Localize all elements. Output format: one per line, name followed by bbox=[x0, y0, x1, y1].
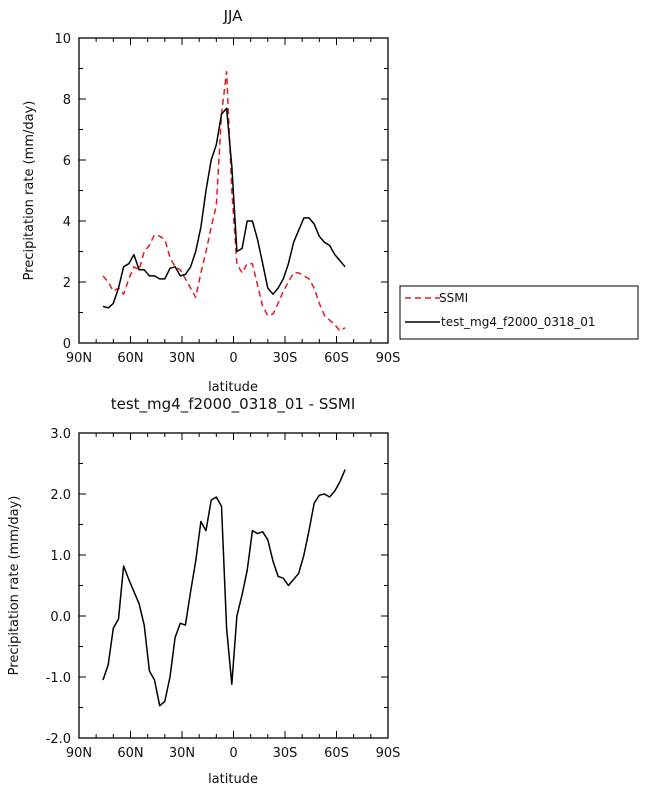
chart-panel-bottom: test_mg4_f2000_0318_01 - SSMI 90N 60N 30N 0… bbox=[7, 395, 400, 787]
x-tick-label: 30S bbox=[273, 746, 298, 761]
series-group-top bbox=[102, 70, 346, 332]
y-axis-title-bottom: Precipitation rate (mm/day) bbox=[7, 496, 22, 676]
series-line-1-0 bbox=[102, 469, 346, 707]
chart-title-bottom: test_mg4_f2000_0318_01 - SSMI bbox=[111, 395, 356, 414]
x-axis-title-bottom: latitude bbox=[208, 772, 258, 787]
axis-ticks-bottom: 90N 60N 30N 0 30S 60S 90S -2.0 -1.0 0.0 1.0 2.0 3.0 bbox=[46, 427, 401, 761]
x-tick-label: 60N bbox=[117, 351, 143, 366]
x-tick-label: 30S bbox=[273, 351, 298, 366]
legend-label-model: test_mg4_f2000_0318_01 bbox=[441, 315, 596, 329]
y-tick-label: -2.0 bbox=[46, 732, 71, 747]
y-tick-label: 10 bbox=[54, 32, 71, 47]
x-tick-label: 0 bbox=[229, 746, 237, 761]
y-tick-label: 3.0 bbox=[50, 427, 71, 442]
legend-box bbox=[399, 285, 639, 340]
x-tick-label: 60N bbox=[117, 746, 143, 761]
y-tick-label: 2.0 bbox=[50, 488, 71, 503]
x-tick-label: 90S bbox=[376, 746, 401, 761]
x-tick-label: 90S bbox=[376, 351, 401, 366]
y-tick-label: -1.0 bbox=[46, 671, 71, 686]
series-line-0-0 bbox=[102, 70, 346, 332]
x-tick-label: 30N bbox=[169, 746, 195, 761]
y-tick-label: 6 bbox=[63, 154, 71, 169]
series-group-bottom bbox=[102, 469, 346, 707]
x-tick-label: 30N bbox=[169, 351, 195, 366]
x-axis-title-top: latitude bbox=[208, 380, 258, 395]
legend-label-ssmi: SSMI bbox=[439, 291, 468, 305]
axis-ticks-top: 90N 60N 30N 0 30S 60S 90S 0 2 4 6 8 10 bbox=[54, 32, 400, 366]
y-tick-label: 8 bbox=[63, 93, 71, 108]
y-tick-label: 1.0 bbox=[50, 549, 71, 564]
x-tick-label: 60S bbox=[324, 351, 349, 366]
y-tick-label: 0 bbox=[63, 337, 71, 352]
series-line-0-1 bbox=[102, 107, 346, 309]
x-tick-label: 90N bbox=[66, 351, 92, 366]
x-tick-label: 0 bbox=[229, 351, 237, 366]
y-tick-label: 0.0 bbox=[50, 610, 71, 625]
x-tick-label: 60S bbox=[324, 746, 349, 761]
x-tick-label: 90N bbox=[66, 746, 92, 761]
chart-title-top: JJA bbox=[223, 7, 244, 25]
legend: SSMI test_mg4_f2000_0318_01 bbox=[399, 285, 639, 340]
y-axis-title-top: Precipitation rate (mm/day) bbox=[22, 101, 37, 281]
y-tick-label: 4 bbox=[63, 215, 71, 230]
y-tick-label: 2 bbox=[63, 276, 71, 291]
